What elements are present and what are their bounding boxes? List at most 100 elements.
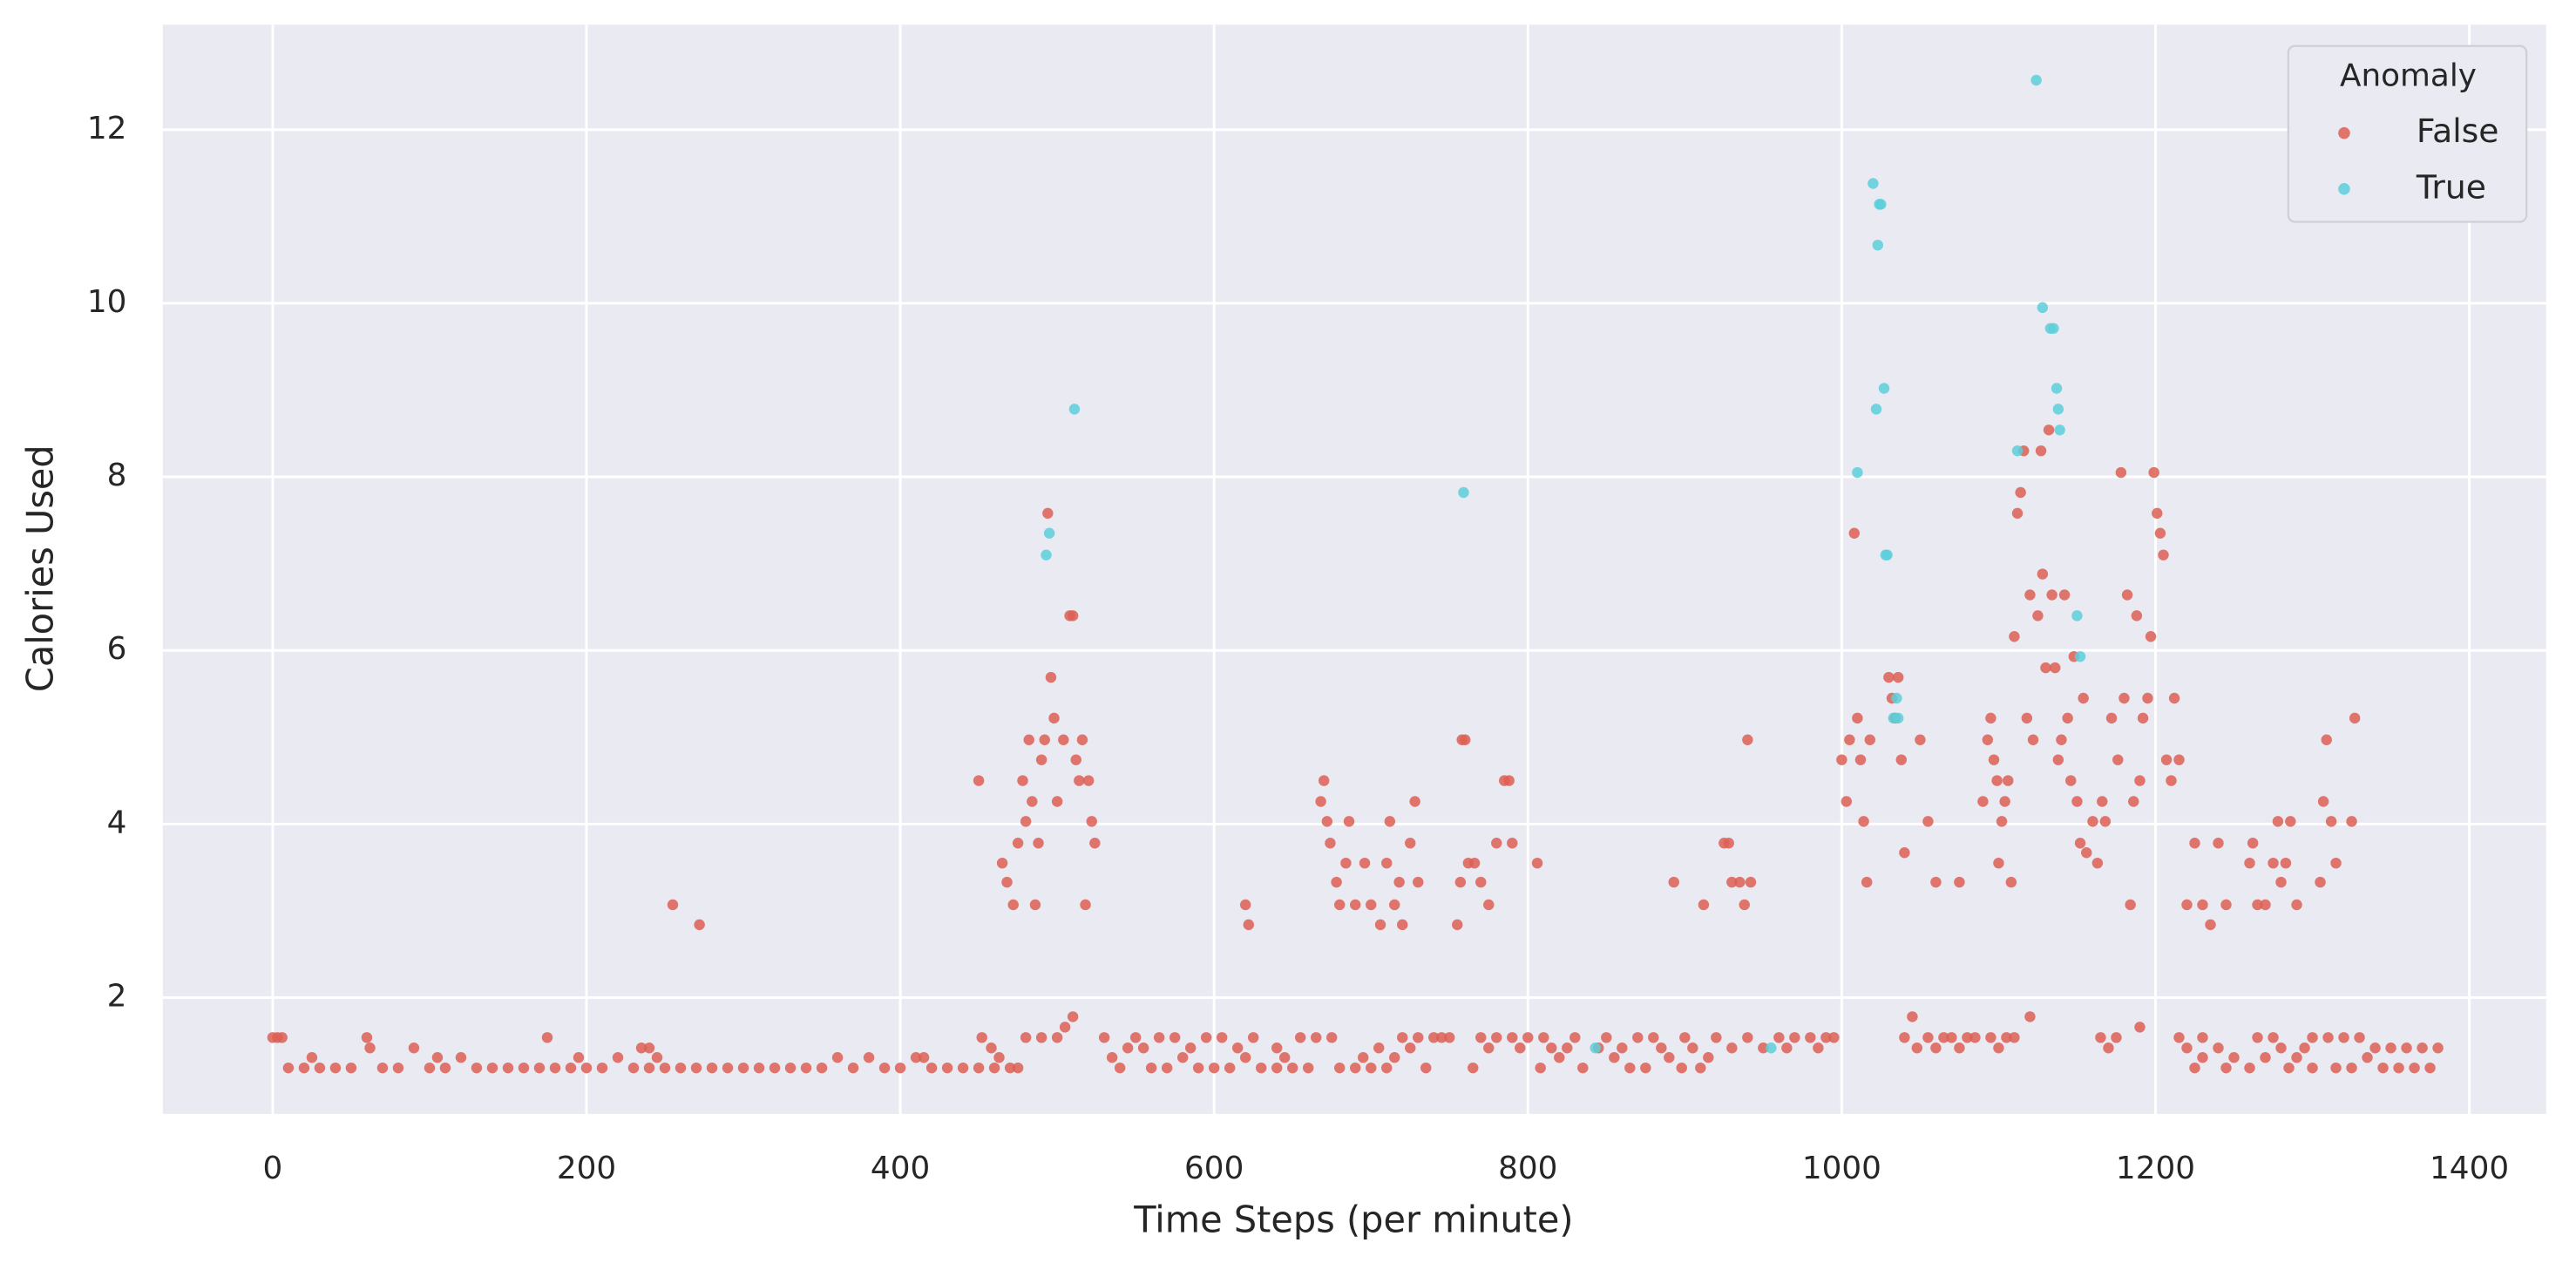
plot-area (162, 24, 2546, 1114)
point (941, 1062, 953, 1074)
point (2105, 712, 2118, 724)
point (573, 1051, 585, 1063)
point (1231, 1042, 1244, 1054)
point (1409, 796, 1420, 807)
point (986, 1042, 997, 1054)
point (925, 1062, 938, 1074)
point (1985, 712, 1996, 724)
point (282, 1062, 295, 1074)
legend-marker (2338, 126, 2350, 139)
point (694, 919, 705, 931)
point (541, 1032, 553, 1043)
point (769, 1062, 781, 1074)
point (1012, 838, 1024, 849)
point (2197, 899, 2208, 911)
legend-marker (2338, 182, 2350, 195)
point (1878, 383, 1890, 394)
point (376, 1062, 389, 1074)
point (1460, 734, 1471, 745)
point (2152, 507, 2163, 520)
point (2354, 1032, 2365, 1043)
point (455, 1051, 467, 1063)
point (1224, 1062, 1236, 1074)
point (1389, 1051, 1400, 1063)
legend: Anomaly False True (2287, 44, 2528, 223)
point (2074, 650, 2086, 662)
point (1676, 1062, 1687, 1074)
point (2424, 1062, 2436, 1074)
point (1858, 816, 1869, 827)
legend-box (2287, 44, 2528, 223)
point (1507, 1032, 1518, 1043)
point (1554, 1051, 1565, 1063)
point (1742, 1032, 1753, 1043)
point (847, 1062, 859, 1074)
point (2197, 1032, 2208, 1043)
point (1035, 1032, 1047, 1043)
point (1321, 816, 1333, 827)
point (276, 1032, 288, 1043)
point (2003, 775, 2014, 786)
point (1723, 838, 1734, 849)
x-tick-label: 1000 (1802, 1151, 1881, 1186)
point (667, 899, 679, 911)
point (1389, 899, 1400, 911)
point (2197, 1051, 2208, 1063)
point (1503, 775, 1515, 786)
point (1129, 1032, 1142, 1043)
legend-label: True (2416, 167, 2486, 206)
point (2015, 486, 2026, 499)
point (1334, 899, 1346, 911)
point (1169, 1032, 1181, 1043)
point (1828, 1032, 1840, 1043)
point (1033, 838, 1044, 849)
point (1922, 1032, 1934, 1043)
point (1875, 199, 1887, 210)
point (1051, 1032, 1063, 1043)
grid (162, 24, 2546, 1114)
point (1106, 1051, 1118, 1063)
point (2074, 838, 2086, 849)
point (1868, 178, 1879, 189)
point (1122, 1042, 1134, 1054)
point (2043, 424, 2055, 436)
point (2385, 1042, 2396, 1054)
point (1271, 1062, 1283, 1074)
point (2220, 899, 2232, 911)
point (1601, 1032, 1612, 1043)
y-tick-label: 6 (107, 631, 127, 667)
point (1999, 796, 2010, 807)
point (439, 1062, 451, 1074)
point (1216, 1032, 1228, 1043)
point (2078, 692, 2089, 704)
point (1962, 1032, 1973, 1043)
point (1041, 549, 1052, 560)
y-tick-label: 12 (87, 111, 127, 146)
point (816, 1062, 828, 1074)
point (2260, 1051, 2271, 1063)
point (2091, 857, 2104, 869)
point (643, 1042, 655, 1054)
x-tick-label: 1400 (2430, 1151, 2509, 1186)
point (1428, 1032, 1440, 1043)
point (2247, 838, 2259, 849)
point (408, 1042, 420, 1054)
x-tick-label: 800 (1498, 1151, 1557, 1186)
point (2275, 876, 2287, 888)
point (2417, 1042, 2428, 1054)
point (2173, 754, 2185, 765)
point (1393, 876, 1405, 888)
point (2030, 74, 2042, 86)
point (2189, 1062, 2200, 1074)
legend-label: False (2417, 112, 2499, 150)
point (2205, 919, 2216, 931)
point (2181, 899, 2193, 911)
point (2046, 589, 2057, 601)
point (1068, 404, 1081, 415)
point (1664, 1051, 1675, 1063)
point (533, 1062, 546, 1074)
point (1781, 1042, 1793, 1054)
point (2103, 1042, 2114, 1054)
point (314, 1062, 326, 1074)
point (1531, 857, 1543, 869)
